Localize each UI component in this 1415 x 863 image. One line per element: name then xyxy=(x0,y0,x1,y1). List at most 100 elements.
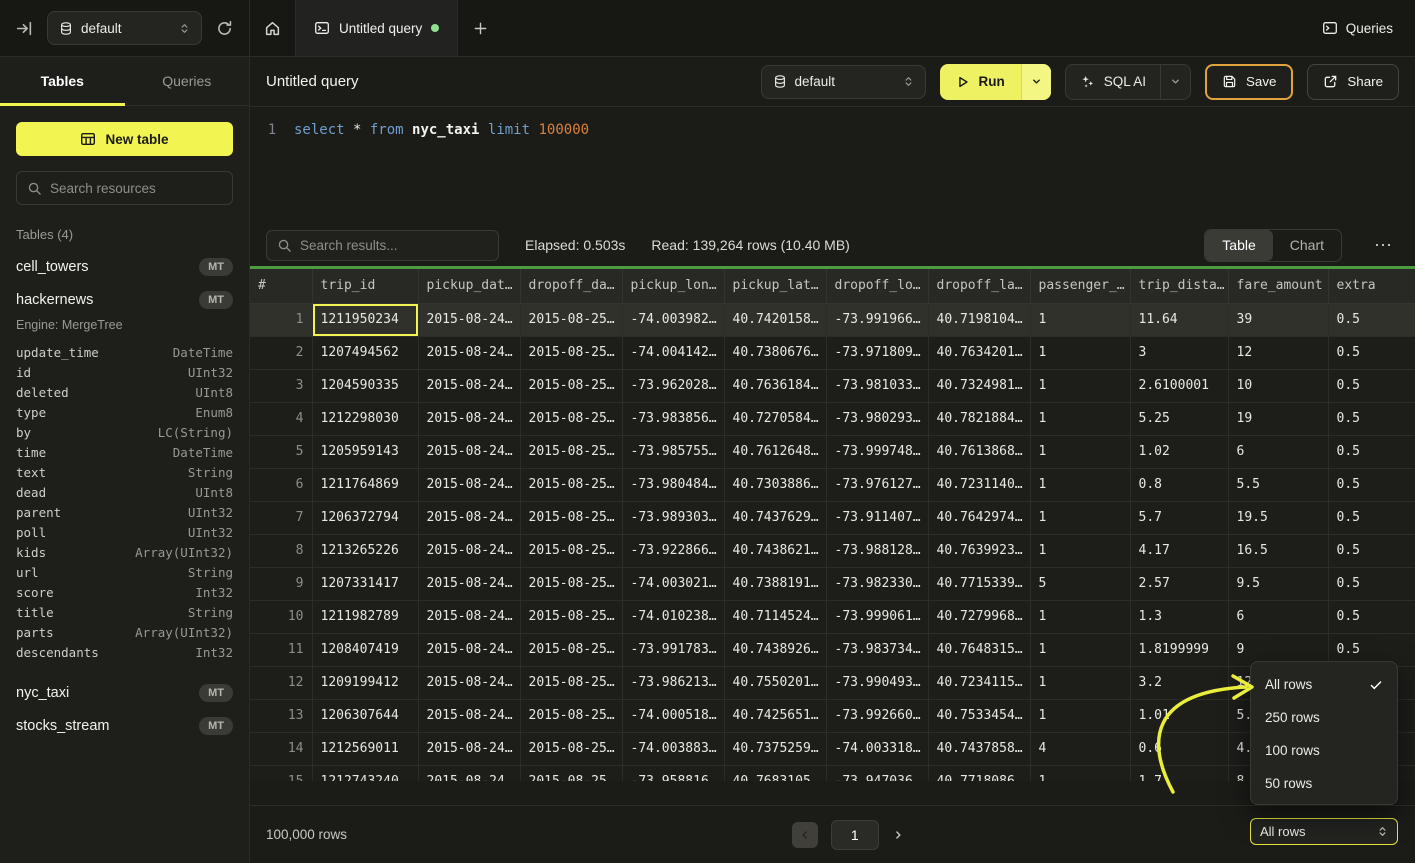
table-cell[interactable]: -73.947036… xyxy=(826,765,929,781)
collapse-sidebar-icon[interactable] xyxy=(16,20,33,37)
table-cell[interactable]: 2015-08-24… xyxy=(418,699,521,733)
table-cell[interactable]: -73.971809… xyxy=(826,336,929,370)
table-cell[interactable]: 40.7533454… xyxy=(928,699,1031,733)
table-cell[interactable]: 40.7303886… xyxy=(724,468,827,502)
table-cell[interactable]: -73.989303… xyxy=(622,501,725,535)
table-cell[interactable]: 2015-08-24… xyxy=(418,369,521,403)
table-cell[interactable]: 40.7437629… xyxy=(724,501,827,535)
sql-editor[interactable]: 1 select * from nyc_taxi limit 100000 xyxy=(250,107,1415,225)
table-cell[interactable]: -74.003883… xyxy=(622,732,725,766)
sql-ai-button[interactable]: SQL AI xyxy=(1066,65,1160,99)
table-cell[interactable]: 40.7438621… xyxy=(724,534,827,568)
table-cell[interactable]: 40.7324981… xyxy=(928,369,1031,403)
table-cell[interactable]: 1.3 xyxy=(1130,600,1229,634)
tab-untitled-query[interactable]: Untitled query xyxy=(296,0,459,56)
table-cell[interactable]: 1 xyxy=(1030,765,1131,781)
table-cell[interactable]: 19 xyxy=(1228,402,1329,436)
table-cell[interactable]: 2015-08-24… xyxy=(418,435,521,469)
refresh-icon[interactable] xyxy=(216,20,233,37)
table-cell[interactable]: -74.003318… xyxy=(826,732,929,766)
table-cell[interactable]: 1212743240 xyxy=(312,765,419,781)
share-button[interactable]: Share xyxy=(1307,63,1399,100)
table-cell[interactable]: 2015-08-24… xyxy=(418,765,521,781)
table-cell[interactable]: 2015-08-24… xyxy=(418,732,521,766)
table-cell[interactable]: -74.003982… xyxy=(622,303,725,337)
next-page-button[interactable] xyxy=(892,829,904,841)
column-header[interactable]: dropoff_da… xyxy=(520,269,623,304)
sidebar-table-nyc-taxi[interactable]: nyc_taxi MT xyxy=(16,676,233,709)
table-cell[interactable]: 1211982789 xyxy=(312,600,419,634)
table-cell[interactable]: 2015-08-24… xyxy=(418,534,521,568)
table-cell[interactable]: -73.922866… xyxy=(622,534,725,568)
table-cell[interactable]: 40.7612648… xyxy=(724,435,827,469)
table-cell[interactable]: 2015-08-25… xyxy=(520,600,623,634)
table-cell[interactable]: 1 xyxy=(1030,666,1131,700)
table-cell[interactable]: 1 xyxy=(1030,435,1131,469)
table-cell[interactable]: -73.991966… xyxy=(826,303,929,337)
table-cell[interactable]: -73.958816… xyxy=(622,765,725,781)
table-cell[interactable]: 2015-08-25… xyxy=(520,468,623,502)
table-cell[interactable]: 2.57 xyxy=(1130,567,1229,601)
table-cell[interactable]: 16.5 xyxy=(1228,534,1329,568)
table-cell[interactable]: 1 xyxy=(1030,303,1131,337)
table-cell[interactable]: 1 xyxy=(1030,600,1131,634)
table-cell[interactable]: 40.7437858… xyxy=(928,732,1031,766)
table-cell[interactable]: -73.992660… xyxy=(826,699,929,733)
run-button[interactable]: Run xyxy=(940,64,1021,100)
sidebar-table-cell-towers[interactable]: cell_towers MT xyxy=(16,250,233,283)
table-cell[interactable]: 2015-08-25… xyxy=(520,402,623,436)
table-cell[interactable]: 2015-08-25… xyxy=(520,732,623,766)
new-tab-button[interactable] xyxy=(458,0,502,56)
table-cell[interactable]: 40.7683105… xyxy=(724,765,827,781)
save-button[interactable]: Save xyxy=(1205,63,1294,100)
page-size-select[interactable]: All rows xyxy=(1250,818,1398,845)
table-cell[interactable]: -74.003021… xyxy=(622,567,725,601)
table-cell[interactable]: 40.7375259… xyxy=(724,732,827,766)
table-cell[interactable]: 40.7420158… xyxy=(724,303,827,337)
table-cell[interactable]: 0.5 xyxy=(1328,534,1415,568)
table-cell[interactable]: 1212569011 xyxy=(312,732,419,766)
table-cell[interactable]: 5.25 xyxy=(1130,402,1229,436)
column-header[interactable]: trip_id xyxy=(312,269,419,304)
table-cell[interactable]: -74.010238… xyxy=(622,600,725,634)
table-cell[interactable]: -73.986213… xyxy=(622,666,725,700)
results-search-input[interactable] xyxy=(300,237,488,253)
table-cell[interactable]: 2015-08-24… xyxy=(418,468,521,502)
table-cell[interactable]: 1.02 xyxy=(1130,435,1229,469)
table-cell[interactable]: 40.7821884… xyxy=(928,402,1031,436)
database-selector[interactable]: default xyxy=(47,11,202,45)
column-header[interactable]: trip_dista… xyxy=(1130,269,1229,304)
table-cell[interactable]: 0.5 xyxy=(1328,468,1415,502)
table-cell[interactable]: 0.5 xyxy=(1328,369,1415,403)
table-cell[interactable]: 0.6 xyxy=(1130,732,1229,766)
table-cell[interactable]: 1206307644 xyxy=(312,699,419,733)
results-search[interactable] xyxy=(266,229,499,261)
table-cell[interactable]: 1 xyxy=(1030,468,1131,502)
table-cell[interactable]: -73.980293… xyxy=(826,402,929,436)
dropdown-item[interactable]: 250 rows xyxy=(1251,701,1397,734)
more-options-button[interactable]: ⋯ xyxy=(1374,234,1393,255)
column-header[interactable]: fare_amount xyxy=(1228,269,1329,304)
table-cell[interactable]: 1209199412 xyxy=(312,666,419,700)
table-cell[interactable]: 1 xyxy=(1030,633,1131,667)
table-cell[interactable]: 2015-08-25… xyxy=(520,633,623,667)
table-cell[interactable]: 40.7639923… xyxy=(928,534,1031,568)
table-cell[interactable]: 4 xyxy=(1030,732,1131,766)
table-cell[interactable]: 1 xyxy=(1030,402,1131,436)
table-cell[interactable]: -73.991783… xyxy=(622,633,725,667)
table-cell[interactable]: 40.7234115… xyxy=(928,666,1031,700)
column-header[interactable]: # xyxy=(250,269,313,304)
table-cell[interactable]: 1206372794 xyxy=(312,501,419,535)
column-header[interactable]: pickup_lon… xyxy=(622,269,725,304)
table-cell[interactable]: 2015-08-25… xyxy=(520,699,623,733)
table-cell[interactable]: 2015-08-25… xyxy=(520,567,623,601)
table-cell[interactable]: 1208407419 xyxy=(312,633,419,667)
column-header[interactable]: pickup_dat… xyxy=(418,269,521,304)
current-page-button[interactable]: 1 xyxy=(830,819,879,850)
sidebar-table-hackernews[interactable]: hackernews MT xyxy=(16,283,233,316)
table-cell[interactable]: 2015-08-25… xyxy=(520,336,623,370)
table-cell[interactable]: -73.980484… xyxy=(622,468,725,502)
column-header[interactable]: extra xyxy=(1328,269,1415,304)
view-toggle-chart[interactable]: Chart xyxy=(1289,237,1324,253)
run-options-button[interactable] xyxy=(1020,63,1051,100)
